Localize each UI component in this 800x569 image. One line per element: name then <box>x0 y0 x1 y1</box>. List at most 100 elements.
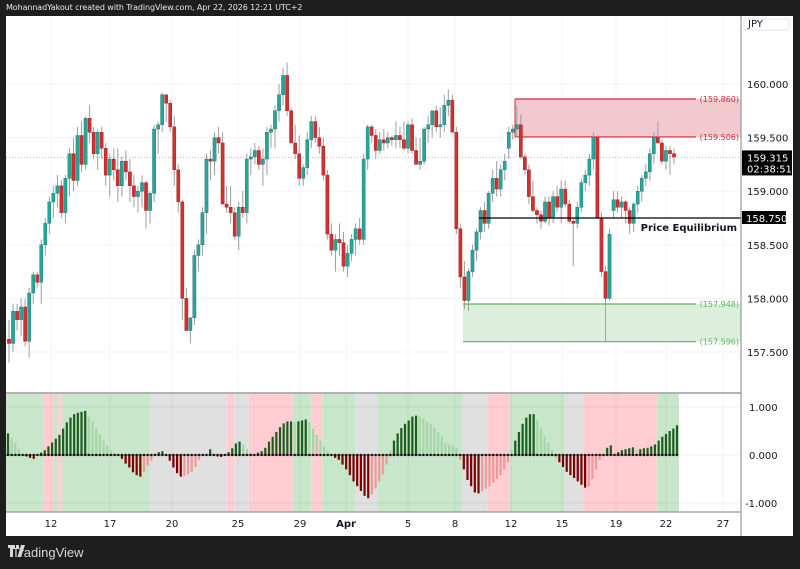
osc-bar[interactable] <box>367 455 370 499</box>
osc-bar[interactable] <box>657 440 660 455</box>
candle[interactable] <box>615 191 620 213</box>
candle[interactable] <box>188 317 193 344</box>
candle[interactable] <box>47 196 52 235</box>
candle[interactable] <box>643 164 648 186</box>
candle[interactable] <box>547 196 551 226</box>
osc-bar[interactable] <box>28 455 32 458</box>
candle[interactable] <box>269 124 273 149</box>
osc-bar[interactable] <box>142 455 146 472</box>
osc-bar[interactable] <box>183 455 186 477</box>
candle[interactable] <box>216 126 221 154</box>
candle[interactable] <box>111 148 116 181</box>
osc-bar[interactable] <box>606 447 609 455</box>
candle[interactable] <box>510 124 515 140</box>
candle[interactable] <box>466 268 471 312</box>
candle[interactable] <box>587 153 592 186</box>
osc-bar[interactable] <box>73 414 76 455</box>
candle[interactable] <box>329 223 334 256</box>
osc-bar[interactable] <box>617 452 620 455</box>
osc-bar[interactable] <box>334 455 337 458</box>
osc-bar[interactable] <box>528 414 532 455</box>
osc-bar[interactable] <box>278 427 282 455</box>
osc-bar[interactable] <box>580 455 583 485</box>
candle[interactable] <box>228 185 233 224</box>
osc-bar[interactable] <box>429 424 432 455</box>
osc-bar[interactable] <box>76 412 79 455</box>
osc-bar[interactable] <box>17 449 21 455</box>
osc-bar[interactable] <box>150 455 153 461</box>
candle[interactable] <box>482 201 487 232</box>
osc-bar[interactable] <box>635 450 638 455</box>
candle[interactable] <box>502 153 507 181</box>
osc-bar[interactable] <box>631 447 634 455</box>
osc-bar[interactable] <box>418 416 421 455</box>
osc-bar[interactable] <box>51 442 54 455</box>
candle[interactable] <box>337 223 342 256</box>
candle[interactable] <box>535 207 539 224</box>
candle[interactable] <box>639 175 644 202</box>
candle[interactable] <box>595 135 600 219</box>
candle[interactable] <box>543 196 547 224</box>
candle[interactable] <box>160 92 164 133</box>
osc-bar[interactable] <box>264 447 267 455</box>
osc-bar[interactable] <box>425 421 429 455</box>
osc-bar[interactable] <box>628 448 631 455</box>
osc-bar[interactable] <box>561 455 565 467</box>
osc-bar[interactable] <box>411 416 414 455</box>
candle[interactable] <box>373 129 378 160</box>
candle[interactable] <box>265 126 269 176</box>
candle[interactable] <box>99 126 104 160</box>
osc-bar[interactable] <box>356 455 359 487</box>
candle[interactable] <box>382 129 386 151</box>
candle[interactable] <box>345 244 350 277</box>
osc-bar[interactable] <box>242 444 245 455</box>
osc-bar[interactable] <box>492 455 495 483</box>
candle[interactable] <box>627 207 632 235</box>
candle[interactable] <box>285 62 289 117</box>
candle[interactable] <box>277 84 281 122</box>
osc-bar[interactable] <box>304 419 307 455</box>
candle[interactable] <box>59 180 64 218</box>
candle[interactable] <box>591 132 596 170</box>
candle[interactable] <box>458 223 463 288</box>
candle[interactable] <box>406 121 410 154</box>
osc-bar[interactable] <box>422 418 425 455</box>
candle[interactable] <box>289 107 293 144</box>
osc-bar[interactable] <box>668 431 671 455</box>
candle[interactable] <box>531 180 535 213</box>
osc-bar[interactable] <box>403 423 407 455</box>
osc-bar[interactable] <box>514 440 517 455</box>
osc-bar[interactable] <box>161 451 164 455</box>
candle[interactable] <box>563 180 567 208</box>
candle[interactable] <box>394 121 398 149</box>
candle[interactable] <box>75 126 80 186</box>
osc-bar[interactable] <box>536 420 539 455</box>
candle[interactable] <box>273 105 277 149</box>
osc-bar[interactable] <box>595 455 598 470</box>
candle[interactable] <box>204 153 209 235</box>
candle[interactable] <box>212 132 217 176</box>
osc-bar[interactable] <box>267 441 271 455</box>
candle[interactable] <box>43 218 48 256</box>
candle[interactable] <box>660 139 664 165</box>
osc-bar[interactable] <box>300 420 304 455</box>
candle[interactable] <box>200 207 205 256</box>
candle[interactable] <box>293 124 297 160</box>
candle[interactable] <box>539 210 543 229</box>
osc-bar[interactable] <box>80 411 83 455</box>
osc-bar[interactable] <box>525 417 528 455</box>
osc-bar[interactable] <box>146 455 149 466</box>
candle[interactable] <box>148 191 152 224</box>
candle[interactable] <box>668 146 672 176</box>
osc-bar[interactable] <box>179 455 182 477</box>
osc-bar[interactable] <box>455 447 458 455</box>
candle[interactable] <box>486 191 491 229</box>
osc-bar[interactable] <box>62 428 65 455</box>
candle[interactable] <box>95 129 100 170</box>
osc-bar[interactable] <box>517 431 521 455</box>
candle[interactable] <box>236 201 241 251</box>
candle[interactable] <box>442 94 447 133</box>
candle[interactable] <box>494 161 499 197</box>
osc-bar[interactable] <box>407 420 410 455</box>
candle[interactable] <box>257 146 261 170</box>
